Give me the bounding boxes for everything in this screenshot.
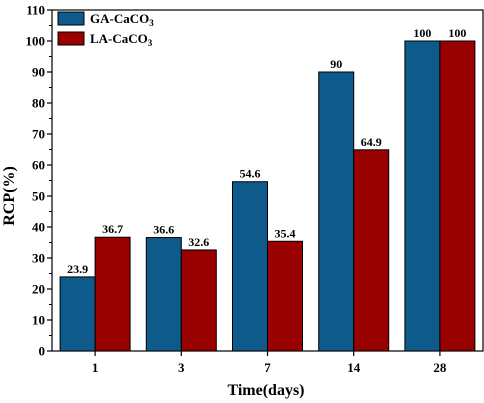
bar-ga <box>318 71 355 352</box>
bar-value-label: 36.6 <box>153 223 174 237</box>
legend-swatch <box>57 31 85 46</box>
y-tick-label: 90 <box>32 65 45 80</box>
x-tick-label: 1 <box>92 360 99 375</box>
y-tick-label: 110 <box>26 3 45 18</box>
y-tick-label: 80 <box>32 96 45 111</box>
x-axis: 1 3 7 14 28 <box>92 351 447 375</box>
y-tick-label: 20 <box>32 282 45 297</box>
y-tick-label: 60 <box>32 158 45 173</box>
x-tick-label: 3 <box>178 360 185 375</box>
bar-value-label: 100 <box>448 26 466 40</box>
bar-ga <box>145 237 182 352</box>
x-tick-label: 28 <box>433 360 447 375</box>
x-axis-title: Time(days) <box>227 382 304 399</box>
bar-la <box>267 240 303 352</box>
bar-ga <box>59 276 96 352</box>
bar-value-label: 54.6 <box>240 167 261 181</box>
bar-ga <box>404 40 441 352</box>
bar-ga <box>232 181 268 352</box>
bar-value-label: 23.9 <box>67 262 88 276</box>
x-tick-label: 7 <box>264 360 271 375</box>
y-axis-title: RCP(%) <box>1 166 18 226</box>
legend-label: LA-CaCO3 <box>90 31 153 48</box>
bar-la <box>353 149 390 352</box>
y-tick-label: 70 <box>32 127 45 142</box>
legend: GA-CaCO3 LA-CaCO3 <box>57 11 154 48</box>
bar-la <box>94 236 131 352</box>
bar-value-label: 90 <box>330 57 342 71</box>
y-tick-label: 40 <box>32 220 45 235</box>
y-tick-label: 10 <box>32 313 45 328</box>
y-axis: 0 10 20 30 40 50 60 70 80 90 100 110 <box>26 3 52 359</box>
y-tick-label: 0 <box>39 344 46 359</box>
bar-la <box>180 249 217 352</box>
x-tick-label: 14 <box>347 360 361 375</box>
y-tick-label: 30 <box>32 251 45 266</box>
y-tick-label: 50 <box>32 189 45 204</box>
y-tick-label: 100 <box>26 34 46 49</box>
bar-la <box>439 40 476 352</box>
bar-value-label: 100 <box>413 26 431 40</box>
legend-label: GA-CaCO3 <box>90 11 154 28</box>
bar-value-label: 64.9 <box>361 135 382 149</box>
bar-value-label: 35.4 <box>275 226 296 240</box>
bar-value-label: 36.7 <box>102 222 123 236</box>
bars <box>59 40 476 352</box>
bar-value-label: 32.6 <box>188 235 209 249</box>
legend-swatch <box>57 11 85 26</box>
data-labels: 23.9 36.6 54.6 90 100 36.7 32.6 35.4 64.9 100 <box>67 26 466 276</box>
